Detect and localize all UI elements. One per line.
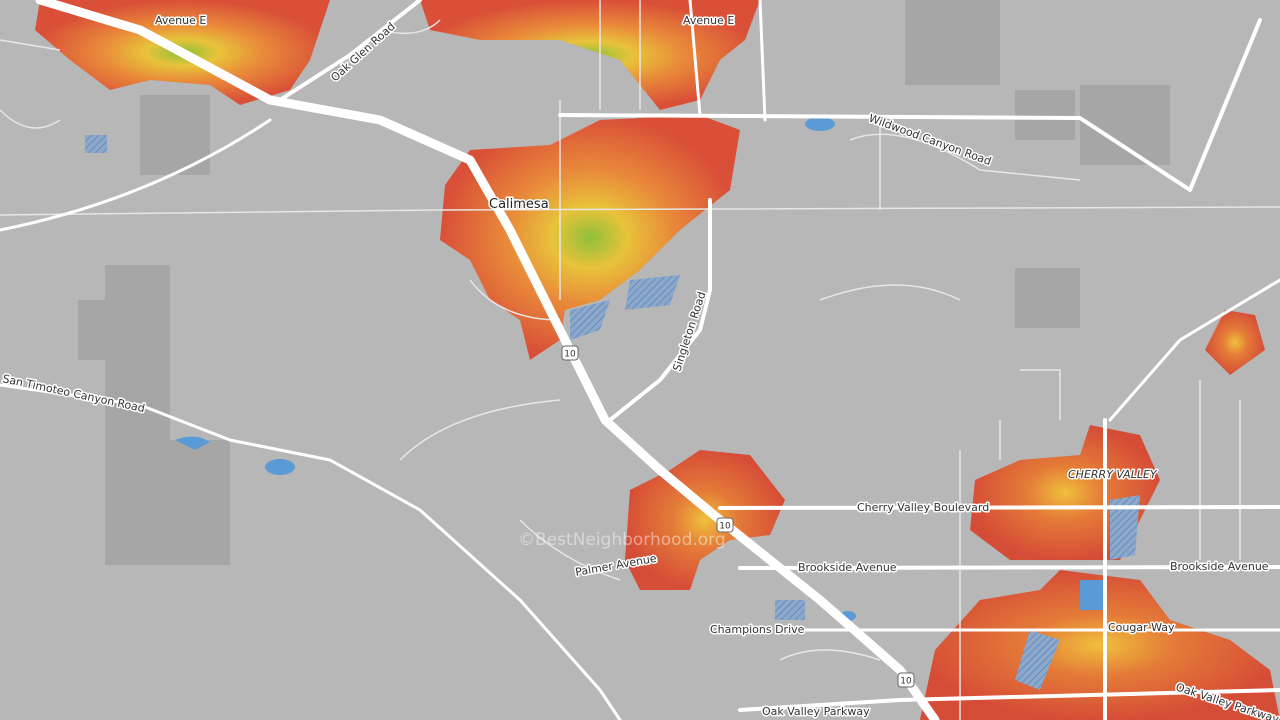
terrain-blocks	[78, 0, 1170, 565]
street-label: Oak Valley Parkway	[762, 705, 870, 718]
shield-label: 10	[564, 350, 576, 360]
shield: 10	[716, 517, 734, 533]
shield: 10	[897, 672, 915, 688]
city-label: Calimesa	[489, 197, 549, 212]
shield-label: 10	[719, 522, 731, 532]
street-label: Champions Drive	[710, 623, 805, 636]
street-label: Brookside Avenue	[798, 561, 897, 574]
watermark: ©BestNeighborhood.org	[518, 530, 726, 550]
street-label: Cherry Valley Boulevard	[857, 501, 989, 514]
street-label: Avenue E	[155, 14, 206, 27]
place-label: CHERRY VALLEY	[1068, 468, 1158, 481]
shield-label: 10	[900, 677, 912, 687]
street-label: Brookside Avenue	[1170, 560, 1269, 573]
water	[85, 117, 1140, 690]
shield: 10	[561, 345, 579, 361]
street-label: Cougar Way	[1108, 621, 1175, 634]
highway-shields: 10 10 10	[561, 345, 915, 688]
street-label: Avenue E	[683, 14, 734, 27]
